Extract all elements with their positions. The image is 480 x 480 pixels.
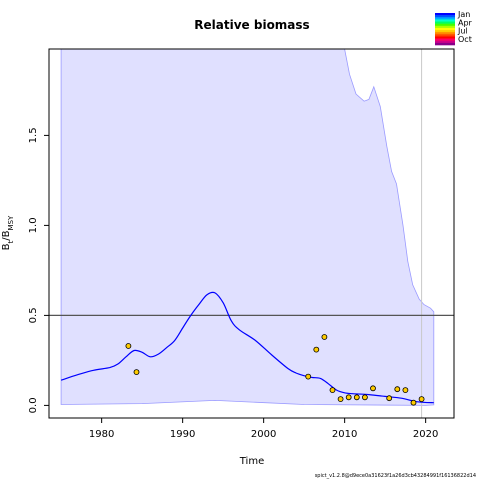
legend-swatch — [435, 13, 455, 16]
observation-point — [321, 334, 328, 340]
legend-swatch — [435, 25, 455, 29]
legend-swatch — [435, 32, 455, 35]
x-tick-label: 2010 — [332, 429, 357, 440]
x-axis: 1980 1990 2000 2010 2020 — [89, 418, 438, 440]
x-tick-label: 2000 — [251, 429, 276, 440]
legend-swatch — [435, 23, 455, 27]
y-label-slash-b: /B — [1, 230, 12, 240]
observation-point — [125, 343, 132, 349]
observation-point — [410, 399, 417, 406]
x-tick-label: 1990 — [170, 429, 195, 440]
legend-label: Jul — [457, 27, 468, 36]
legend-swatch — [435, 40, 455, 44]
y-tick-label: 1.0 — [28, 217, 39, 233]
y-tick-label: 0.0 — [28, 397, 39, 413]
y-tick-label: 0.5 — [28, 307, 39, 323]
observation-point — [313, 346, 320, 353]
version-footer: spict_v1.2.8@d9ece0a31623f1a26d3cb432849… — [315, 473, 476, 479]
legend-label: Jan — [457, 10, 470, 19]
legend-swatch — [435, 42, 455, 46]
observation-point — [402, 387, 409, 394]
y-axis-label: Bt/BMSY — [1, 215, 15, 250]
chart-title: Relative biomass — [194, 18, 309, 32]
legend-swatch — [435, 36, 455, 39]
legend-swatch — [435, 15, 455, 18]
legend-label: Apr — [458, 18, 473, 27]
plot-frame — [48, 48, 455, 419]
y-label-b: B — [1, 243, 12, 250]
observation-point — [370, 385, 376, 392]
x-tick-label: 1980 — [89, 429, 114, 440]
legend-swatch — [435, 17, 455, 20]
observation-point — [361, 394, 368, 401]
observation-point — [133, 369, 140, 376]
observation-point — [418, 396, 425, 403]
observation-point — [345, 394, 352, 401]
legend-swatch — [435, 30, 455, 33]
observation-point — [305, 373, 312, 380]
legend-swatch — [435, 27, 455, 31]
y-tick-label: 1.5 — [28, 127, 39, 143]
biomass-estimate-line — [60, 291, 434, 404]
observation-point — [386, 395, 393, 402]
legend-swatch — [435, 19, 455, 22]
x-tick-label: 2020 — [413, 429, 438, 440]
legend-swatch — [435, 34, 455, 37]
legend-label: Oct — [458, 35, 472, 44]
y-axis: 0.0 0.5 1.0 1.5 — [28, 127, 49, 413]
legend-swatch — [435, 38, 455, 42]
y-label-sub-msy: MSY — [7, 215, 15, 230]
confidence-band — [60, 49, 435, 406]
observation-point — [329, 387, 336, 394]
x-axis-label: Time — [239, 456, 264, 467]
observation-point — [394, 386, 401, 393]
observation-point — [337, 396, 344, 403]
observation-points — [125, 334, 425, 406]
y-label-sub-t: t — [7, 240, 15, 243]
legend-swatch — [435, 21, 455, 24]
observation-point — [353, 394, 360, 401]
